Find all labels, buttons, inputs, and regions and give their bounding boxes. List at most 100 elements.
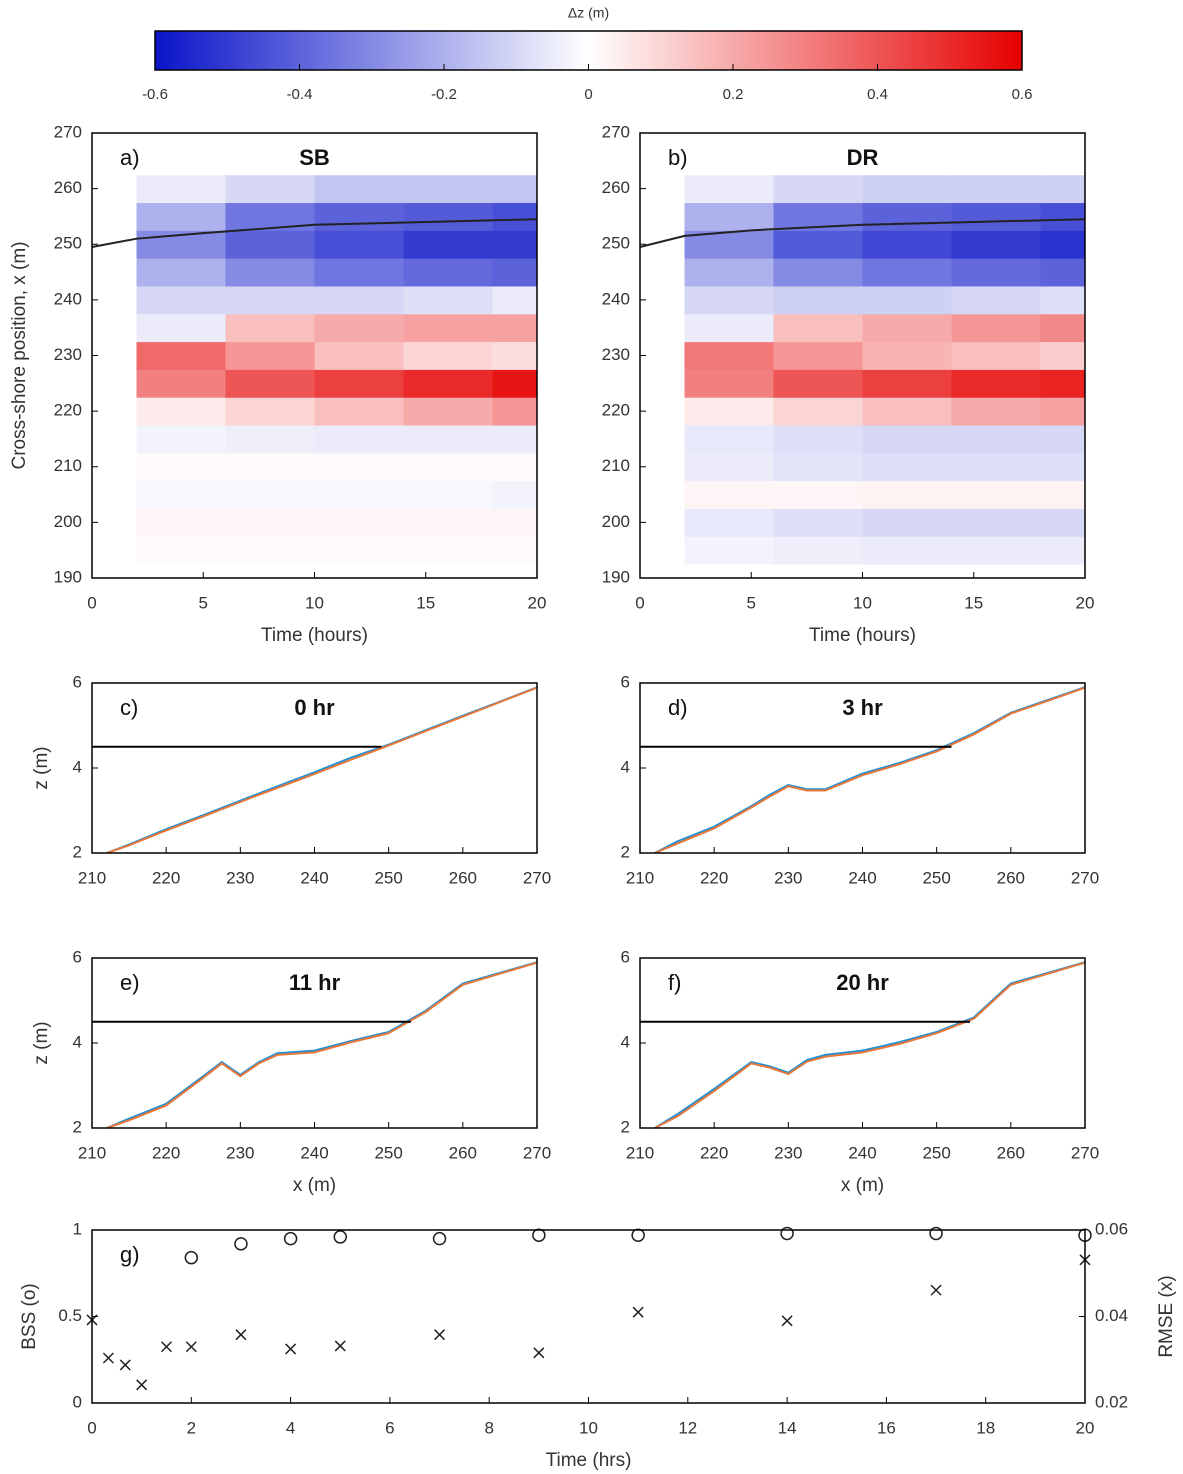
heatmap-cell — [951, 230, 1041, 259]
heatmap-cell — [862, 146, 952, 176]
heatmap-cell — [92, 258, 137, 287]
bss-marker — [283, 1231, 298, 1246]
y-tick-label: 230 — [54, 345, 82, 364]
shoreline — [639, 218, 1086, 249]
heatmap-cell — [314, 133, 404, 148]
heatmap-cell — [314, 452, 404, 482]
heatmap-cell — [492, 230, 537, 259]
heatmap-cell — [1040, 202, 1085, 231]
heatmap-cell — [862, 230, 952, 259]
heatmap-cell — [773, 480, 863, 509]
bss-marker — [234, 1237, 248, 1251]
rmse-marker — [160, 1341, 173, 1353]
heatmap-cell — [136, 202, 226, 231]
heatmap-cell — [1040, 369, 1085, 398]
heatmap-cell — [684, 425, 774, 454]
y-tick-label: 270 — [54, 122, 82, 141]
x-tick-label: 260 — [449, 1143, 477, 1162]
heatmap-cell — [773, 369, 863, 398]
x-axis-label: Time (hours) — [809, 625, 916, 646]
heatmap-cell — [403, 313, 493, 343]
x-tick-label: 240 — [848, 868, 876, 887]
heatmap-cell — [862, 369, 952, 398]
y-tick-label: 0.5 — [58, 1306, 82, 1325]
heatmap-cell — [92, 146, 137, 176]
heatmap-cell — [136, 397, 226, 426]
heatmap-cell — [92, 369, 137, 398]
x-tick-label: 14 — [778, 1418, 797, 1437]
heatmap-cell — [92, 133, 137, 148]
heatmap-cell — [862, 258, 952, 287]
bss-marker — [780, 1226, 794, 1241]
x-tick-label: 15 — [964, 593, 983, 612]
heatmap-cell — [773, 536, 863, 565]
x-tick-label: 240 — [300, 1143, 328, 1162]
heatmap-cell — [403, 133, 493, 148]
x-tick-label: 230 — [774, 1143, 802, 1162]
x-tick-label: 10 — [579, 1418, 598, 1437]
heatmap-cell — [92, 397, 137, 426]
heatmap-cell — [314, 174, 404, 204]
heatmap-cell — [225, 146, 315, 176]
heatmap-cell — [951, 285, 1041, 315]
heatmap-cell — [403, 425, 493, 454]
y-tick-label: 250 — [602, 234, 630, 253]
panel-title: 3 hr — [842, 695, 883, 720]
bss-marker — [333, 1230, 347, 1244]
rmse-marker — [632, 1306, 644, 1318]
heatmap-cell — [492, 313, 537, 343]
panel-label: d) — [668, 695, 688, 720]
heatmap-cell — [1040, 285, 1085, 315]
heatmap-cell — [684, 452, 774, 482]
heatmap-cell — [92, 564, 137, 578]
heatmap-cell — [1040, 480, 1085, 509]
rmse-marker — [102, 1352, 114, 1364]
x-tick-label: 0 — [87, 593, 96, 612]
heatmap-cell — [1040, 146, 1085, 176]
heatmap-cell — [684, 480, 774, 509]
heatmap-cell — [225, 341, 315, 370]
x-tick-label: 270 — [523, 1143, 551, 1162]
heatmap-cell — [314, 480, 404, 509]
heatmap-cell — [951, 508, 1041, 537]
heatmap-cell — [314, 536, 404, 565]
bss-marker — [929, 1226, 943, 1241]
x-tick-label: 8 — [484, 1418, 493, 1437]
y-tick-label: 260 — [54, 178, 82, 197]
heatmap-cell — [314, 285, 404, 315]
heatmap-cell — [773, 285, 863, 315]
heatmap-cell — [951, 369, 1041, 398]
heatmap-cells — [640, 133, 1085, 578]
heatmap-cell — [640, 536, 685, 565]
heatmap-cell — [951, 452, 1041, 482]
heatmap-cell — [314, 341, 404, 370]
heatmap-cell — [640, 564, 685, 578]
y-tick-label: 2 — [621, 1117, 630, 1136]
panel-title: SB — [299, 145, 330, 170]
heatmap-cell — [314, 369, 404, 398]
heatmap-cell — [773, 230, 863, 259]
heatmap-cell — [1040, 174, 1085, 204]
heatmap-cell — [92, 313, 137, 343]
heatmap-cell — [684, 369, 774, 398]
y-tick-label: 220 — [602, 401, 630, 420]
y-axis-label: Cross-shore position, x (m) — [9, 241, 30, 469]
heatmap-cell — [403, 564, 493, 578]
x-tick-label: 10 — [305, 593, 324, 612]
x-tick-label: 210 — [626, 868, 654, 887]
x-tick-label: 270 — [1071, 1143, 1099, 1162]
bss-marker — [532, 1228, 546, 1242]
heatmap-cell — [225, 285, 315, 315]
y-tick-label: 2 — [621, 842, 630, 861]
heatmap-cell — [225, 564, 315, 578]
heatmap-cell — [225, 452, 315, 482]
y2-axis-label: RMSE (x) — [1156, 1275, 1177, 1357]
plot-frame — [639, 957, 1086, 1129]
heatmap-cell — [684, 146, 774, 176]
heatmap-cell — [92, 285, 137, 315]
x-tick-label: 15 — [416, 593, 435, 612]
heatmap-cell — [136, 146, 226, 176]
heatmap-cell — [640, 425, 685, 454]
